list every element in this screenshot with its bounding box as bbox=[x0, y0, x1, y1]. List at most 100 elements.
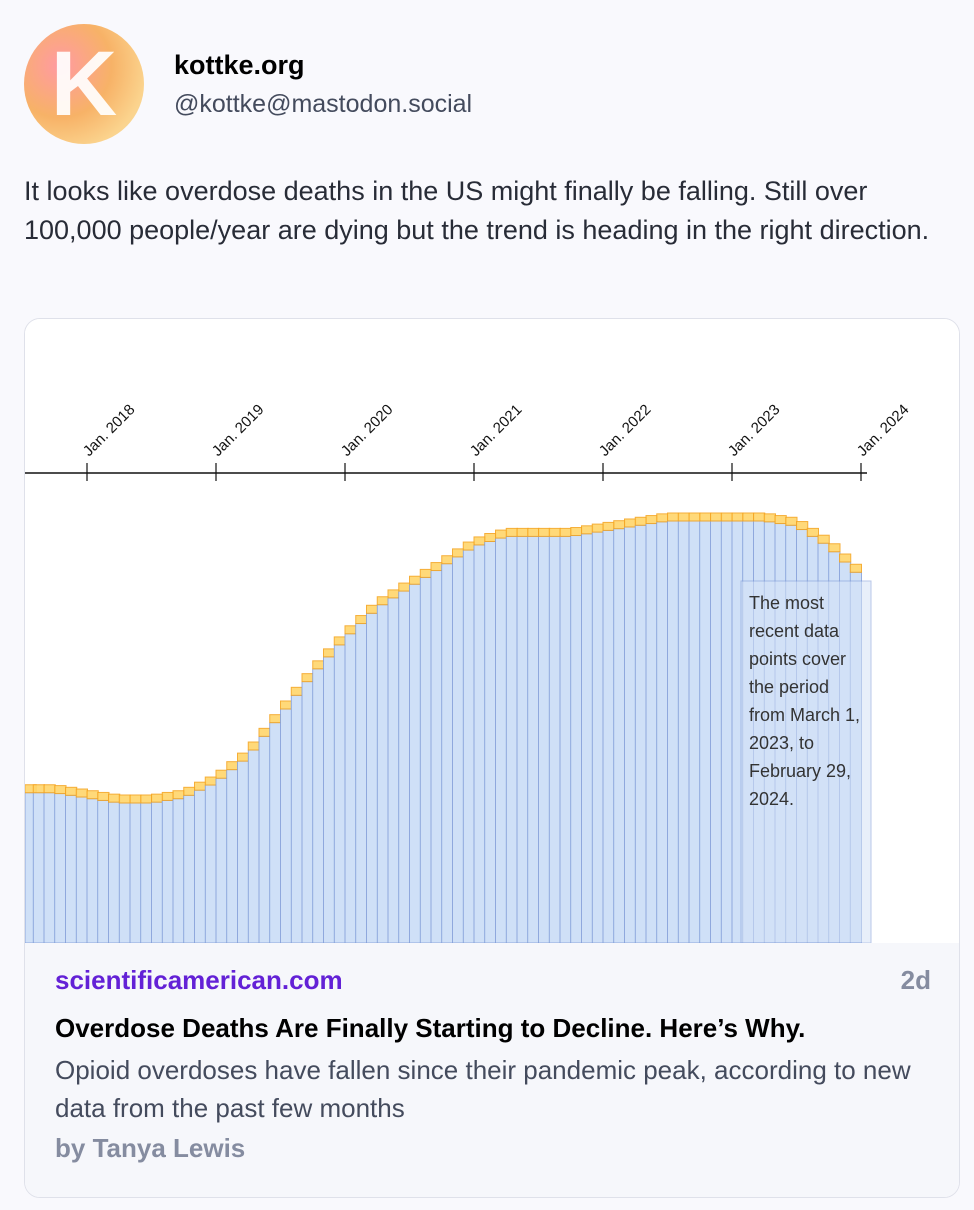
chart-bar bbox=[54, 793, 67, 944]
chart-bar-cap bbox=[624, 518, 637, 528]
link-preview-card[interactable]: Jan. 2018 Jan. 2019 Jan. 2020 Jan. 2021 Jan.… bbox=[24, 318, 960, 1198]
account-handle[interactable]: @kottke@mastodon.social bbox=[174, 90, 473, 118]
chart-bar bbox=[280, 708, 293, 944]
display-name[interactable]: kottke.org bbox=[174, 50, 305, 80]
chart-bar-cap bbox=[656, 513, 669, 523]
chart-bar-cap bbox=[452, 548, 465, 558]
chart-bar-cap bbox=[538, 527, 551, 537]
chart-bar-cap bbox=[634, 516, 647, 526]
chart-bar bbox=[441, 563, 454, 944]
card-footer: scientificamerican.com 2d Overdose Death… bbox=[25, 943, 959, 1197]
chart-bar bbox=[215, 777, 228, 944]
x-tick-label: Jan. 2023 bbox=[725, 401, 784, 460]
chart-bar-cap bbox=[398, 582, 411, 592]
avatar-logo-letter: K bbox=[50, 33, 118, 135]
chart-bar bbox=[355, 623, 368, 944]
recent-data-region bbox=[740, 580, 872, 944]
chart-bar-cap bbox=[430, 562, 443, 572]
chart-bar bbox=[409, 583, 422, 944]
chart-bar bbox=[613, 528, 626, 944]
chart-bar bbox=[269, 722, 282, 944]
chart-bar bbox=[172, 798, 185, 944]
card-domain-link[interactable]: scientificamerican.com bbox=[55, 965, 343, 995]
chart-bar bbox=[548, 535, 561, 944]
chart-bar-cap bbox=[151, 793, 164, 803]
chart-bar-cap bbox=[194, 781, 207, 791]
chart-bar-cap bbox=[473, 536, 486, 546]
chart-bar bbox=[452, 556, 465, 944]
chart-bar bbox=[118, 802, 131, 944]
chart-bar bbox=[237, 760, 250, 944]
chart-bar-cap bbox=[774, 515, 787, 525]
chart-bar-cap bbox=[409, 575, 422, 585]
card-timestamp[interactable]: 2d bbox=[900, 965, 931, 995]
annotation-line: the period bbox=[749, 677, 829, 697]
chart-bar bbox=[97, 800, 110, 944]
chart-bar-cap bbox=[333, 636, 346, 646]
card-description: Opioid overdoses have fallen since their… bbox=[55, 1055, 911, 1123]
chart-bar-cap bbox=[559, 527, 572, 537]
chart-bar bbox=[226, 769, 239, 944]
chart-bar-cap bbox=[140, 794, 153, 804]
chart-bar-cap bbox=[688, 512, 701, 522]
chart-bar bbox=[720, 520, 733, 944]
chart-bar-cap bbox=[570, 527, 583, 537]
chart-bar-cap bbox=[32, 784, 45, 794]
chart-bar bbox=[624, 526, 637, 944]
status-text: It looks like overdose deaths in the US … bbox=[24, 176, 930, 245]
chart-bar bbox=[323, 656, 336, 944]
chart-bar bbox=[344, 633, 357, 944]
x-tick-label: Jan. 2020 bbox=[338, 401, 397, 460]
chart-bar-cap bbox=[247, 741, 260, 751]
chart-bar-cap bbox=[280, 700, 293, 710]
chart-bar-cap bbox=[645, 515, 658, 525]
chart-bar-cap bbox=[742, 512, 755, 522]
chart-bar-cap bbox=[161, 791, 174, 801]
card-author: by Tanya Lewis bbox=[55, 1133, 246, 1163]
chart-bar bbox=[699, 520, 712, 944]
chart-bar-cap bbox=[785, 516, 798, 526]
annotation-line: 2024. bbox=[749, 789, 794, 809]
chart-bar bbox=[129, 802, 142, 944]
chart-bar bbox=[505, 535, 518, 944]
chart-bar-cap bbox=[108, 793, 121, 803]
avatar[interactable]: K bbox=[24, 24, 144, 144]
card-image-chart: Jan. 2018 Jan. 2019 Jan. 2020 Jan. 2021 Jan.… bbox=[25, 319, 959, 944]
chart-bar-cap bbox=[129, 794, 142, 804]
overdose-chart: Jan. 2018 Jan. 2019 Jan. 2020 Jan. 2021 Jan.… bbox=[25, 401, 912, 944]
chart-bar bbox=[570, 535, 583, 944]
chart-bar bbox=[462, 549, 475, 944]
chart-bar-cap bbox=[796, 521, 809, 531]
chart-bar bbox=[151, 801, 164, 944]
chart-bar-cap bbox=[441, 555, 454, 565]
chart-bar-cap bbox=[462, 541, 475, 551]
chart-bar bbox=[516, 535, 529, 944]
card-title[interactable]: Overdose Deaths Are Finally Starting to … bbox=[55, 1013, 806, 1043]
annotation-line: from March 1, bbox=[749, 705, 860, 725]
chart-bar-cap bbox=[237, 752, 250, 762]
chart-bar bbox=[43, 792, 56, 944]
chart-bar-cap bbox=[677, 512, 690, 522]
chart-bar-cap bbox=[817, 534, 830, 544]
chart-bar-cap bbox=[516, 527, 529, 537]
annotation-line: points cover bbox=[749, 649, 846, 669]
annotation-line: recent data bbox=[749, 621, 840, 641]
chart-bar-cap bbox=[118, 794, 131, 804]
chart-bar-cap bbox=[366, 604, 379, 614]
chart-bar bbox=[495, 537, 508, 944]
chart-bar bbox=[667, 520, 680, 944]
chart-bar-cap bbox=[753, 512, 766, 522]
chart-bar bbox=[688, 520, 701, 944]
chart-bar-cap bbox=[312, 660, 325, 670]
chart-bar-cap bbox=[495, 529, 508, 539]
chart-bar-cap bbox=[667, 512, 680, 522]
chart-bar-cap bbox=[344, 625, 357, 635]
chart-bar bbox=[398, 590, 411, 944]
chart-bar bbox=[484, 541, 497, 944]
chart-bar bbox=[194, 789, 207, 944]
chart-bar-cap bbox=[226, 761, 239, 771]
chart-bar-cap bbox=[763, 513, 776, 523]
chart-bar bbox=[634, 524, 647, 944]
chart-bar bbox=[387, 597, 400, 944]
chart-bar bbox=[86, 798, 99, 944]
